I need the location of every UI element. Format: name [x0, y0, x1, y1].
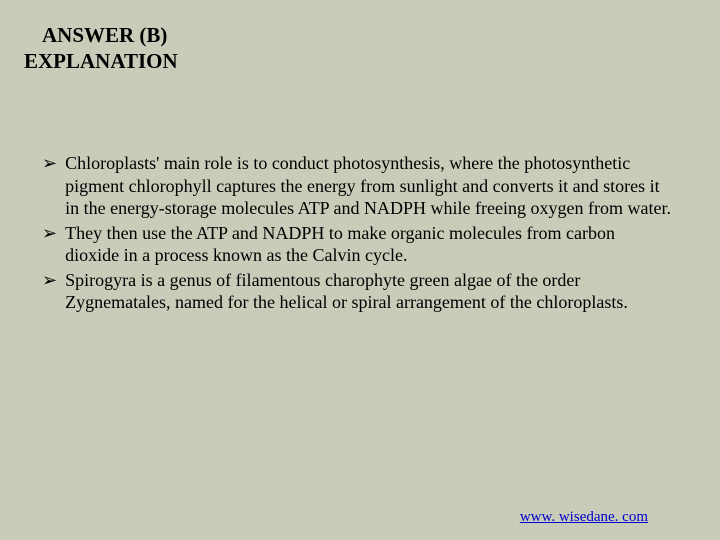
- bullet-text: Chloroplasts' main role is to conduct ph…: [65, 152, 672, 220]
- list-item: ➢ Chloroplasts' main role is to conduct …: [42, 152, 672, 220]
- answer-label: ANSWER (B): [24, 22, 178, 48]
- header-block: ANSWER (B) EXPLANATION: [24, 22, 178, 75]
- explanation-label: EXPLANATION: [24, 48, 178, 74]
- bullet-arrow-icon: ➢: [42, 152, 57, 175]
- bullet-arrow-icon: ➢: [42, 269, 57, 292]
- footer-link[interactable]: www. wisedane. com: [520, 509, 648, 526]
- list-item: ➢ Spirogyra is a genus of filamentous ch…: [42, 269, 672, 314]
- bullet-arrow-icon: ➢: [42, 222, 57, 245]
- bullet-text: Spirogyra is a genus of filamentous char…: [65, 269, 672, 314]
- bullet-list: ➢ Chloroplasts' main role is to conduct …: [42, 152, 672, 316]
- bullet-text: They then use the ATP and NADPH to make …: [65, 222, 672, 267]
- list-item: ➢ They then use the ATP and NADPH to mak…: [42, 222, 672, 267]
